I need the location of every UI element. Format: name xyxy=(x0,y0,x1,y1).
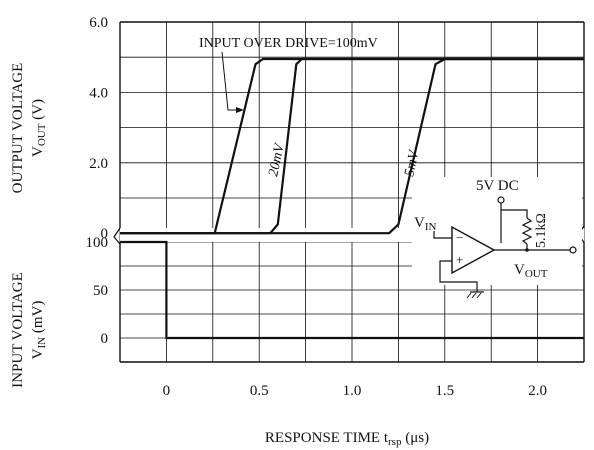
upper-y-tick-labels: 0 2.0 4.0 6.0 xyxy=(89,15,108,242)
x-tick-label: 0 xyxy=(163,383,171,399)
ground-wire xyxy=(439,260,478,292)
supply-label: 5V DC xyxy=(476,178,519,194)
overdrive-annotation: INPUT OVER DRIVE=100mV xyxy=(199,36,378,51)
resistor-value-label: 5.1kΩ xyxy=(534,213,549,248)
curve-label-20mv: 20mV xyxy=(266,141,288,177)
input-step-curve xyxy=(120,240,584,340)
x-tick-label: 1.0 xyxy=(343,383,362,399)
lower-input-curve xyxy=(120,240,584,340)
vin-label: VIN xyxy=(414,215,437,233)
inverting-input-sign: − xyxy=(456,230,463,245)
upper-y-axis-title-line1: OUTPUT VOLTAGE xyxy=(10,63,26,194)
noninverting-input-sign: + xyxy=(456,252,463,267)
curve-label-5mv: 5mV xyxy=(402,148,422,178)
plot-frame xyxy=(119,21,585,363)
x-tick-labels: 0 0.5 1.0 1.5 2.0 xyxy=(163,383,547,399)
x-tick-label: 1.5 xyxy=(435,383,454,399)
ground-hatch-2 xyxy=(471,292,477,299)
op-amp-icon xyxy=(451,225,496,275)
resistor-icon xyxy=(521,217,533,245)
x-axis-title: RESPONSE TIME trsp (μs) xyxy=(265,430,429,448)
vin-wire xyxy=(433,231,452,239)
y-tick-label: 6.0 xyxy=(89,15,108,31)
output-junction xyxy=(525,248,529,252)
ground-hatch-1 xyxy=(466,292,472,299)
output-terminal xyxy=(569,246,577,254)
annotation-leader xyxy=(221,51,244,113)
upper-y-axis-title-line2: VOUT (V) xyxy=(30,99,48,157)
x-tick-label: 0.5 xyxy=(250,383,269,399)
upper-output-curves xyxy=(120,57,584,235)
x-tick-label: 2.0 xyxy=(528,383,547,399)
circuit-diagram: 5V DC 5.1kΩ − + VIN VOUT xyxy=(412,177,582,299)
break-mark-left xyxy=(113,227,121,245)
ground-hatch-3 xyxy=(476,292,482,299)
vout-label: VOUT xyxy=(514,262,548,280)
output-curve-3 xyxy=(120,57,584,235)
resistor-top-wire xyxy=(501,209,528,218)
y-tick-label: 2.0 xyxy=(89,156,108,172)
y-tick-label: 4.0 xyxy=(89,85,108,101)
lower-y-axis-title-line2: VIN (mV) xyxy=(30,301,48,360)
y-tick-label: 50 xyxy=(93,283,108,299)
y-tick-label: 100 xyxy=(86,235,109,251)
y-tick-label: 0 xyxy=(101,331,109,347)
y-tick-label: 0 xyxy=(101,226,109,242)
lower-y-tick-labels: 0 50 100 xyxy=(86,235,109,347)
lower-y-axis-title-line1: INPUT VOLTAGE xyxy=(10,272,26,388)
